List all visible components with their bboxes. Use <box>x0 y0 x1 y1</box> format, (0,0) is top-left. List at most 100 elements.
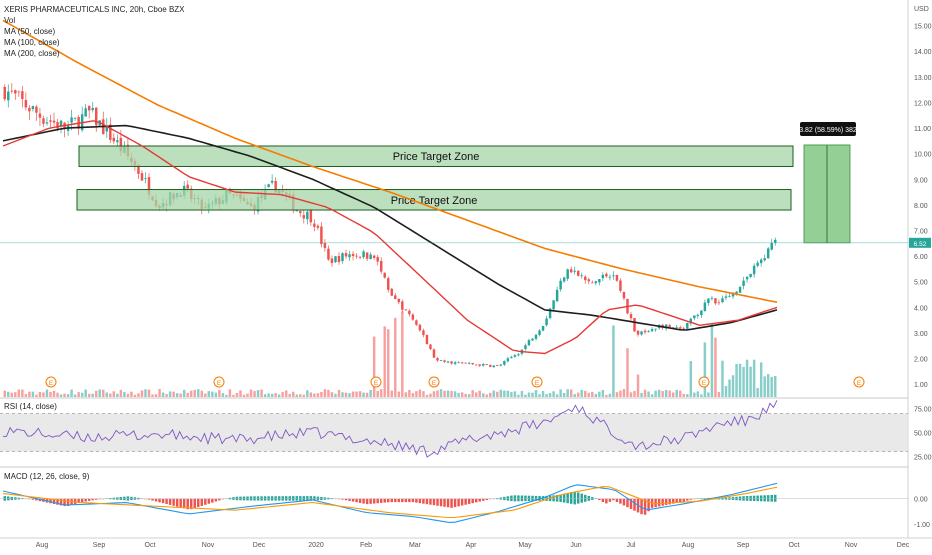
macd-histogram-bar <box>52 498 56 504</box>
earnings-marker-icon[interactable] <box>531 376 543 388</box>
candle-body <box>471 362 474 365</box>
candle-body <box>612 275 615 277</box>
volume-bar <box>158 389 161 397</box>
candle-body <box>140 173 144 181</box>
volume-bar <box>295 394 298 397</box>
earnings-marker-icon[interactable] <box>213 376 225 388</box>
volume-bar <box>763 376 766 397</box>
candle-body <box>643 330 647 333</box>
earnings-marker-icon[interactable] <box>853 376 865 388</box>
candle-body <box>95 107 98 126</box>
ma100-line[interactable] <box>2 124 778 331</box>
time-axis[interactable]: Aug Sep Oct Nov Dec 2020 Feb Mar Apr May Jun Jul Aug… <box>36 542 910 549</box>
macd-histogram-bar <box>432 498 436 506</box>
volume-label[interactable]: Vol <box>4 16 16 25</box>
price-tick-label: 7.00 <box>914 229 928 236</box>
candle-body <box>422 330 425 336</box>
volume-bar <box>696 391 700 397</box>
macd-signal-line[interactable] <box>2 486 778 519</box>
candle-body <box>689 318 693 324</box>
macd-histogram-bar <box>443 498 446 507</box>
candle-body <box>119 137 123 152</box>
rsi-pane[interactable]: 75.00 50.00 25.00 <box>0 400 932 461</box>
volume-bar <box>288 393 291 397</box>
candle-body <box>664 324 668 329</box>
macd-pane[interactable]: 0.00 -1.00 <box>0 482 930 529</box>
current-price-tag[interactable] <box>909 237 931 248</box>
macd-histogram-bar <box>337 498 341 500</box>
volume-bar <box>587 392 591 397</box>
macd-histogram-bar <box>759 495 763 502</box>
macd-histogram-bar <box>77 498 80 504</box>
macd-label[interactable]: MACD (12, 26, close, 9) <box>4 472 90 481</box>
candle-body <box>482 364 485 366</box>
volume-bar <box>513 391 517 397</box>
volume-bar <box>112 391 116 397</box>
price-target-zones[interactable]: Price Target Zone Price Target Zone <box>76 145 794 211</box>
candle-body <box>109 124 112 140</box>
price-target-zone-lower[interactable] <box>76 189 792 211</box>
candle-body <box>450 361 453 364</box>
earnings-marker-icon[interactable] <box>428 376 440 388</box>
macd-histogram-bar <box>348 498 351 501</box>
earnings-marker-icon[interactable] <box>370 376 382 388</box>
rsi-line[interactable] <box>2 400 778 458</box>
time-tick-label: Aug <box>36 542 49 549</box>
candle-body <box>629 314 633 319</box>
volume-bar <box>464 393 467 397</box>
current-price-label: 6.52 <box>914 241 927 248</box>
volume-series[interactable] <box>3 311 777 397</box>
volume-bar <box>460 392 464 397</box>
volume-bar <box>133 394 137 397</box>
macd-histogram-bar <box>453 498 457 508</box>
macd-histogram-bar <box>154 498 158 502</box>
volume-bar <box>38 391 42 397</box>
candle-body <box>14 90 17 94</box>
ma50-line[interactable] <box>2 120 778 355</box>
ma200-line[interactable] <box>2 19 778 303</box>
macd-histogram-bar <box>562 493 566 503</box>
candle-body <box>766 248 770 259</box>
volume-bar <box>404 392 408 397</box>
volume-bar <box>397 391 401 397</box>
macd-histogram-bar <box>401 498 404 503</box>
volume-bar <box>643 389 647 397</box>
symbol-title[interactable]: XERIS PHARMACEUTICALS INC, 20h, Cboe BZX <box>4 5 185 14</box>
volume-bar <box>436 390 439 397</box>
rsi-label[interactable]: RSI (14, close) <box>4 402 57 411</box>
ma100-label[interactable]: MA (100, close) <box>4 38 60 47</box>
macd-histogram-bar <box>161 498 165 504</box>
candle-body <box>358 256 362 258</box>
price-axis[interactable]: 15.00 14.00 13.00 12.00 11.00 10.00 9.00 8.00 7.… <box>914 6 932 389</box>
candle-body <box>73 117 77 119</box>
volume-bar <box>576 392 580 397</box>
volume-bar <box>425 394 429 397</box>
macd-histogram-bar <box>545 495 548 501</box>
candle-body <box>636 330 640 335</box>
candle-body <box>531 338 534 341</box>
time-tick-label: Feb <box>360 542 372 549</box>
candle-body <box>622 291 626 299</box>
macd-histogram-bar <box>49 498 52 504</box>
candle-body <box>337 255 341 263</box>
macd-histogram-bar <box>372 498 376 504</box>
macd-line[interactable] <box>2 482 778 523</box>
macd-histogram-bar <box>686 498 689 501</box>
macd-histogram-bar <box>218 498 221 501</box>
earnings-marker-icon[interactable] <box>698 376 710 388</box>
volume-bar <box>527 392 531 397</box>
ma200-label[interactable]: MA (200, close) <box>4 49 60 58</box>
price-target-zone-upper[interactable] <box>78 145 794 167</box>
ma50-label[interactable]: MA (50, close) <box>4 27 56 36</box>
candle-body <box>545 318 548 326</box>
volume-bar <box>668 390 671 397</box>
earnings-marker-icon[interactable] <box>45 376 57 388</box>
candle-body <box>562 277 566 282</box>
volume-bar <box>137 393 140 397</box>
candle-body <box>552 300 555 310</box>
macd-histogram-bar <box>87 498 91 501</box>
measure-tool[interactable]: 3.82 (58.59%) 382 <box>799 122 857 244</box>
